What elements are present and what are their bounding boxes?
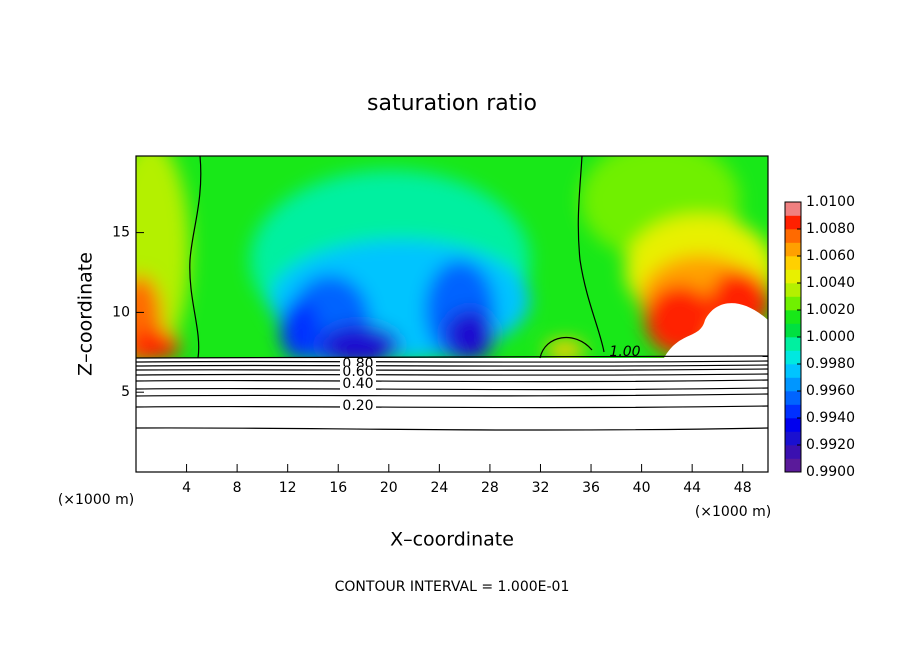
x-tick-label: 16 bbox=[329, 480, 347, 496]
x-tick-label: 8 bbox=[233, 480, 242, 496]
colorbar-band bbox=[785, 377, 801, 392]
colorbar-band bbox=[785, 296, 801, 311]
contour-lines bbox=[135, 155, 769, 431]
x-tick-label: 36 bbox=[582, 480, 600, 496]
colorbar-tick-label: 0.9900 bbox=[806, 464, 855, 480]
contour-label: 1.00 bbox=[609, 344, 640, 360]
y-tick-label: 5 bbox=[121, 384, 130, 400]
x-tick-label: 28 bbox=[481, 480, 499, 496]
colorbar-band bbox=[785, 431, 801, 446]
x-axis-label: X–coordinate bbox=[390, 529, 514, 551]
colorbar-band bbox=[785, 458, 801, 473]
label-bg bbox=[340, 400, 376, 412]
x-unit-label: (×1000 m) bbox=[695, 504, 771, 520]
contour-label: 0.20 bbox=[342, 398, 373, 414]
x-tick-label: 24 bbox=[430, 480, 448, 496]
x-unit-label: (×1000 m) bbox=[58, 492, 134, 508]
x-tick-label: 40 bbox=[633, 480, 651, 496]
colorbar-tick-label: 0.9980 bbox=[806, 356, 855, 372]
x-tick-label: 48 bbox=[734, 480, 752, 496]
colorbar-band bbox=[785, 215, 801, 230]
label-bg bbox=[340, 366, 376, 378]
chart-title: saturation ratio bbox=[367, 91, 537, 116]
y-tick-label: 10 bbox=[112, 304, 130, 320]
y-axis-label: Z–coordinate bbox=[75, 252, 97, 376]
x-tick-label: 4 bbox=[182, 480, 191, 496]
plot-frame bbox=[135, 155, 769, 473]
colorbar-band bbox=[785, 404, 801, 419]
colorbar-band bbox=[785, 418, 801, 432]
colorbar-tick-label: 1.0000 bbox=[806, 329, 855, 345]
colorbar-tick-label: 1.0040 bbox=[806, 275, 855, 291]
colorbar-tick-label: 0.9920 bbox=[806, 437, 855, 453]
colorbar-tick-label: 0.9940 bbox=[806, 410, 855, 426]
filled-field bbox=[136, 156, 768, 358]
colorbar-band bbox=[785, 242, 801, 257]
x-tick-label: 12 bbox=[279, 480, 297, 496]
x-tick-label: 20 bbox=[380, 480, 398, 496]
x-tick-label: 44 bbox=[683, 480, 701, 496]
colorbar-band bbox=[785, 364, 801, 378]
colorbar-band bbox=[785, 310, 801, 324]
colorbar-band bbox=[785, 229, 801, 243]
x-tick-label: 32 bbox=[532, 480, 550, 496]
colorbar-band bbox=[785, 337, 801, 351]
colorbar-band bbox=[785, 269, 801, 284]
colorbar-band bbox=[785, 391, 801, 405]
colorbar-band bbox=[785, 283, 801, 297]
colorbar-band bbox=[785, 323, 801, 338]
footer-note: CONTOUR INTERVAL = 1.000E-01 bbox=[335, 579, 570, 595]
colorbar-tick-label: 0.9960 bbox=[806, 383, 855, 399]
y-tick-label: 15 bbox=[112, 225, 130, 241]
colorbar-band bbox=[785, 256, 801, 270]
colorbar-band bbox=[785, 202, 801, 216]
colorbar-tick-label: 1.0080 bbox=[806, 221, 855, 237]
colorbar-band bbox=[785, 350, 801, 365]
colorbar-band bbox=[785, 445, 801, 459]
contour-label: 0.40 bbox=[342, 376, 373, 392]
contour-label: 0.60 bbox=[342, 364, 373, 380]
colorbar-tick-label: 1.0100 bbox=[806, 194, 855, 210]
colorbar-tick-label: 1.0060 bbox=[806, 248, 855, 264]
label-bg bbox=[340, 378, 376, 390]
colorbar-tick-label: 1.0020 bbox=[806, 302, 855, 318]
